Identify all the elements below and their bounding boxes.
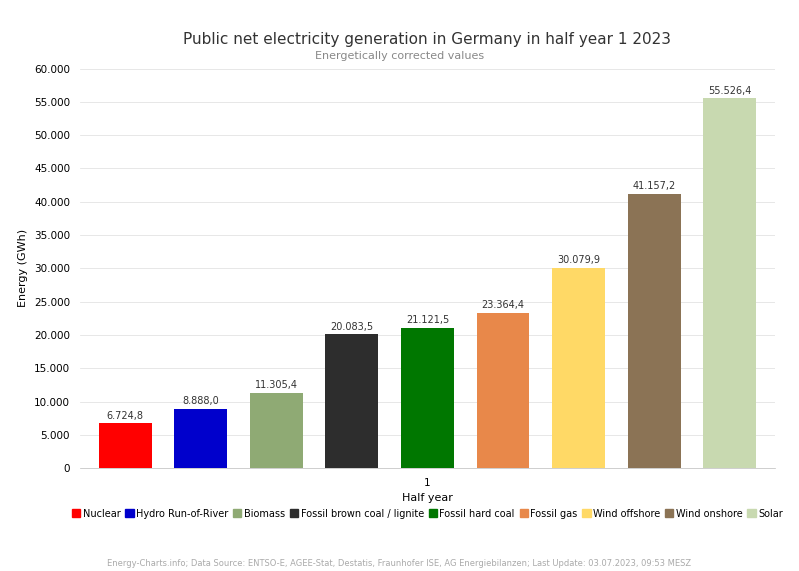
Bar bbox=[476, 312, 530, 468]
Bar bbox=[99, 424, 152, 468]
Legend: Nuclear, Hydro Run-of-River, Biomass, Fossil brown coal / lignite, Fossil hard c: Nuclear, Hydro Run-of-River, Biomass, Fo… bbox=[72, 509, 783, 519]
Text: 11.305,4: 11.305,4 bbox=[255, 380, 298, 390]
X-axis label: Half year: Half year bbox=[402, 493, 453, 504]
Text: 6.724,8: 6.724,8 bbox=[107, 411, 144, 421]
Y-axis label: Energy (GWh): Energy (GWh) bbox=[18, 230, 29, 307]
Text: 55.526,4: 55.526,4 bbox=[708, 86, 751, 96]
Bar bbox=[250, 393, 303, 468]
Text: 23.364,4: 23.364,4 bbox=[482, 300, 524, 310]
Bar bbox=[552, 268, 605, 468]
Text: 20.083,5: 20.083,5 bbox=[330, 322, 373, 332]
Text: 21.121,5: 21.121,5 bbox=[406, 315, 449, 325]
Bar bbox=[703, 98, 756, 468]
Title: Public net electricity generation in Germany in half year 1 2023: Public net electricity generation in Ger… bbox=[184, 31, 671, 46]
Bar bbox=[401, 328, 454, 468]
Text: 30.079,9: 30.079,9 bbox=[557, 255, 600, 265]
Text: Energetically corrected values: Energetically corrected values bbox=[315, 51, 484, 62]
Text: 8.888,0: 8.888,0 bbox=[182, 396, 219, 407]
Bar bbox=[628, 194, 681, 468]
Text: 41.157,2: 41.157,2 bbox=[633, 182, 676, 191]
Bar bbox=[325, 335, 379, 468]
Text: Energy-Charts.info; Data Source: ENTSO-E, AGEE-Stat, Destatis, Fraunhofer ISE, A: Energy-Charts.info; Data Source: ENTSO-E… bbox=[107, 559, 692, 568]
Bar bbox=[174, 409, 227, 468]
